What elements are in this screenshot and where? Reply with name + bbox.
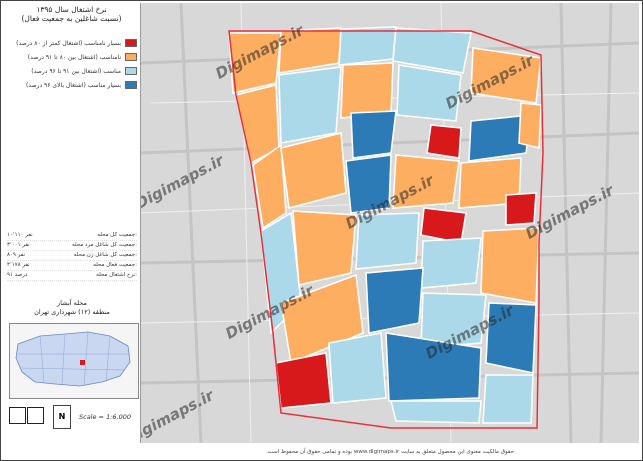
- block-polygon: [396, 64, 462, 122]
- map-furniture: N Scale = 1:6,000: [9, 403, 139, 439]
- neighborhood-name: محله آبشار: [57, 299, 87, 307]
- legend-label: نامناسب (اشتغال بین ۸۰ تا ۹۱ درصد): [27, 53, 121, 61]
- block-polygon: [365, 267, 424, 334]
- legend-item-poor: نامناسب (اشتغال بین ۸۰ تا ۹۱ درصد): [7, 51, 137, 63]
- block-polygon: [505, 192, 537, 226]
- stat-label: جمعیت فعال محله:: [93, 262, 137, 268]
- block-polygon: [278, 66, 342, 144]
- block-polygon: [485, 302, 537, 374]
- stat-value: ۴٬۱۷۸ نفر: [7, 262, 30, 268]
- block-polygon: [345, 154, 392, 214]
- legend: بسیار نامناسب (اشتغال کمتر از ۸۰ درصد) ن…: [7, 37, 137, 93]
- stat-row: ۳٬۰۰۱ نفر جمعیت کل شاغل مرد محله:: [7, 241, 137, 251]
- legend-item-very-good: بسیار مناسب (اشتغال بالای ۹۶ درصد): [7, 79, 137, 91]
- north-label: N: [58, 412, 66, 421]
- legend-swatch: [125, 39, 137, 47]
- stat-value: ۳٬۰۰۱ نفر: [7, 242, 30, 248]
- legend-item-very-poor: بسیار نامناسب (اشتغال کمتر از ۸۰ درصد): [7, 37, 137, 49]
- locator-highlight: [80, 360, 85, 365]
- stat-label: جمعیت کل شاغل مرد محله:: [72, 242, 137, 248]
- title-line-2: (نسبت شاغلین به جمعیت فعال): [21, 14, 122, 23]
- block-polygon: [468, 114, 532, 162]
- title-line-1: نرخ اشتغال سال ۱۳۹۵: [36, 5, 107, 14]
- block-polygon: [228, 32, 282, 94]
- legend-label: بسیار نامناسب (اشتغال کمتر از ۸۰ درصد): [16, 39, 121, 47]
- copyright-footer: حقوق مالکیت معنوی این محصول متعلق به سای…: [265, 449, 515, 455]
- map-canvas[interactable]: Digimaps.ir Digimaps.ir Digimaps.ir Digi…: [141, 3, 639, 443]
- base-streets: [141, 3, 639, 443]
- region-label: محله آبشار منطقه (۱۲) شهرداری تهران: [7, 299, 137, 317]
- block-polygon: [328, 332, 387, 404]
- map-title: نرخ اشتغال سال ۱۳۹۵ (نسبت شاغلین به جمعی…: [5, 5, 138, 23]
- scale-label: Scale = 1:6,000: [79, 413, 131, 421]
- legend-label: مناسب (اشتغال بین ۹۱ تا ۹۶ درصد): [31, 67, 121, 75]
- block-polygon: [280, 132, 347, 209]
- block-polygon: [338, 26, 397, 66]
- north-arrow-icon: N: [53, 405, 71, 429]
- block-polygon: [420, 207, 467, 244]
- legend-swatch: [125, 67, 137, 75]
- block-polygon: [518, 102, 542, 149]
- qr-code-icon: [27, 407, 44, 424]
- block-polygon: [480, 227, 540, 304]
- block-polygon: [392, 154, 460, 209]
- district-name: منطقه (۱۲) شهرداری تهران: [34, 308, 110, 316]
- stat-label: نرخ اشتغال محله:: [96, 272, 137, 278]
- locator-map-graphic: [15, 331, 131, 387]
- block-polygon: [482, 374, 534, 424]
- stat-row: ۸۰۹ نفر جمعیت کل شاغل زن محله:: [7, 251, 137, 261]
- block-polygon: [275, 352, 332, 409]
- block-polygon: [340, 62, 394, 119]
- legend-label: بسیار مناسب (اشتغال بالای ۹۶ درصد): [25, 81, 121, 89]
- statistics-table: ۱۰٬۱۱۰ نفر جمعیت کل محله: ۳٬۰۰۱ نفر جمعیت …: [7, 231, 137, 281]
- neighborhood-boundary: [228, 30, 544, 429]
- stat-value: ۱۰٬۱۱۰ نفر: [7, 232, 33, 238]
- stat-row: ۹۱ درصد نرخ اشتغال محله:: [7, 271, 137, 281]
- block-polygon: [385, 332, 482, 402]
- block-polygon: [252, 143, 287, 230]
- block-polygon: [420, 237, 482, 289]
- block-polygon: [350, 110, 397, 159]
- legend-swatch: [125, 53, 137, 61]
- qr-code-icon: [9, 407, 26, 424]
- stat-label: جمعیت کل شاغل زن محله:: [73, 252, 137, 258]
- block-polygon: [292, 210, 357, 286]
- block-polygon: [390, 400, 482, 424]
- stat-row: ۴٬۱۷۸ نفر جمعیت فعال محله:: [7, 261, 137, 271]
- choropleth-map: [141, 3, 639, 443]
- block-polygon: [355, 212, 420, 270]
- legend-item-good: مناسب (اشتغال بین ۹۱ تا ۹۶ درصد): [7, 65, 137, 77]
- block-polygon: [420, 292, 487, 349]
- block-polygons: [228, 26, 542, 424]
- legend-swatch: [125, 81, 137, 89]
- stat-value: ۹۱ درصد: [7, 272, 28, 278]
- stat-value: ۸۰۹ نفر: [7, 252, 25, 258]
- stat-label: جمعیت کل محله:: [97, 232, 137, 238]
- sidebar: نرخ اشتغال سال ۱۳۹۵ (نسبت شاغلین به جمعی…: [3, 3, 141, 443]
- block-polygon: [470, 47, 542, 104]
- locator-minimap: [9, 323, 139, 399]
- block-polygon: [426, 124, 462, 159]
- stat-row: ۱۰٬۱۱۰ نفر جمعیت کل محله:: [7, 231, 137, 241]
